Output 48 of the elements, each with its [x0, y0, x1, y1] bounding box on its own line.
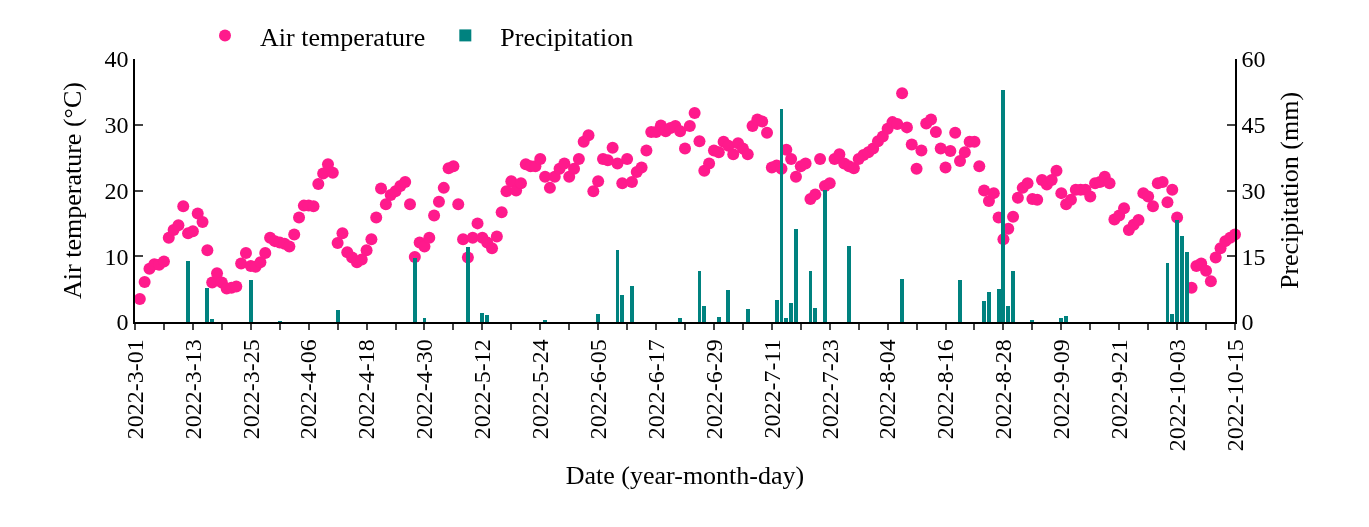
- y-tick-label: 10: [104, 243, 129, 270]
- x-tick-label: 2022-10-15: [1221, 339, 1248, 452]
- bar: [717, 317, 721, 322]
- x-tick-label: 2022-7-23: [816, 339, 843, 440]
- y2-tick-label: 0: [1241, 309, 1254, 336]
- bar: [746, 309, 750, 322]
- x-tick-label: 2022-3-13: [179, 339, 206, 440]
- bar: [249, 280, 253, 322]
- y2-tick-label: 15: [1241, 243, 1266, 270]
- bar: [847, 246, 851, 322]
- bar: [336, 310, 340, 322]
- x-tick-label: 2022-9-21: [1106, 339, 1133, 440]
- legend-label: Precipitation: [500, 22, 634, 52]
- y2-axis-title: Precipitation (mm): [1274, 91, 1304, 290]
- x-tick-label: 2022-8-16: [932, 339, 959, 440]
- x-tick-label: 2022-4-18: [353, 339, 380, 440]
- x-tick-label: 2022-3-25: [237, 339, 264, 440]
- bar: [630, 286, 634, 322]
- y2-tick-label: 45: [1241, 112, 1266, 139]
- bar: [423, 318, 426, 322]
- bar: [596, 314, 600, 322]
- x-tick-label: 2022-6-29: [700, 339, 727, 440]
- x-tick-label: 2022-6-05: [584, 339, 611, 440]
- x-tick-label: 2022-3-01: [121, 339, 148, 440]
- x-tick-label: 2022-4-06: [295, 339, 322, 440]
- y-axis-title: Air temperature (°C): [58, 82, 88, 299]
- y-tick-label: 40: [104, 46, 129, 73]
- y-tick-label: 20: [104, 177, 129, 204]
- x-tick-label: 2022-8-04: [874, 339, 901, 440]
- x-tick-label: 2022-9-09: [1048, 339, 1075, 440]
- x-tick-label: 2022-6-17: [642, 339, 669, 440]
- bar: [678, 318, 682, 322]
- x-axis-title: Date (year-month-day): [565, 460, 805, 490]
- y-tick-label: 0: [116, 309, 129, 336]
- x-tick-label: 2022-7-11: [758, 339, 785, 439]
- bar: [958, 280, 962, 322]
- x-tick-label: 2022-5-12: [469, 339, 496, 440]
- y2-tick-label: 60: [1241, 46, 1266, 73]
- bar: [186, 261, 190, 322]
- x-tick-label: 2022-10-03: [1163, 339, 1190, 452]
- x-tick-label: 2022-8-28: [990, 339, 1017, 440]
- x-tick-label: 2022-5-24: [527, 339, 554, 440]
- x-tick-label: 2022-4-30: [411, 339, 438, 440]
- y2-tick-label: 30: [1241, 177, 1266, 204]
- legend-label: Air temperature: [260, 22, 426, 52]
- y-tick-label: 30: [104, 112, 129, 139]
- bar: [726, 290, 730, 322]
- bar: [900, 279, 904, 322]
